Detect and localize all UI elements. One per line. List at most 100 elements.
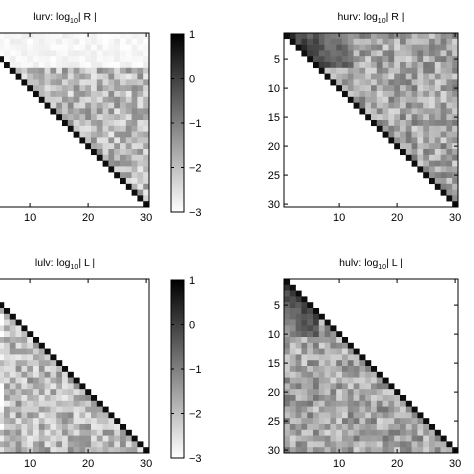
heatmap-cell [125, 166, 132, 173]
heatmap-cell [365, 441, 372, 448]
heatmap-cell [376, 429, 383, 436]
heatmap-cell [330, 337, 337, 344]
heatmap-cell [91, 125, 98, 132]
heatmap-cell [4, 366, 11, 373]
heatmap-cell [143, 67, 150, 74]
heatmap-cell [388, 429, 395, 436]
heatmap-cell [27, 441, 34, 448]
heatmap-cell [336, 418, 343, 425]
heatmap-cell [353, 44, 360, 51]
heatmap-cell [137, 33, 144, 40]
heatmap-cell [91, 395, 98, 402]
heatmap-cell [0, 348, 5, 355]
heatmap-cell [347, 38, 354, 45]
heatmap-cell [336, 331, 343, 338]
heatmap-cell [394, 79, 401, 86]
heatmap-cell [324, 331, 331, 338]
heatmap-cell [62, 73, 69, 80]
y-tick-label: 15 [268, 358, 280, 370]
heatmap-cell [376, 33, 383, 40]
heatmap-cell [423, 114, 430, 121]
heatmap-cell [382, 406, 389, 413]
heatmap-cell [440, 108, 447, 115]
heatmap-cell [284, 406, 291, 413]
heatmap-cell [38, 62, 45, 69]
heatmap-cell [33, 371, 40, 378]
heatmap-cell [376, 91, 383, 98]
heatmap-cell [347, 73, 354, 80]
heatmap-cell [417, 143, 424, 150]
heatmap-cell [85, 120, 92, 127]
heatmap-cell [44, 85, 51, 92]
heatmap-cell [4, 406, 11, 413]
heatmap-cell [79, 79, 86, 86]
heatmap-cell [353, 406, 360, 413]
heatmap-cell [324, 406, 331, 413]
panel-title-hulv: hulv: log10| L | [339, 257, 403, 271]
heatmap-cell [114, 79, 121, 86]
heatmap-cell [91, 412, 98, 419]
heatmap-cell [434, 50, 441, 57]
heatmap-cell [0, 366, 5, 373]
heatmap-cell [405, 96, 412, 103]
heatmap-cell [382, 435, 389, 442]
heatmap-cell [365, 424, 372, 431]
heatmap-cell [85, 441, 92, 448]
heatmap-cell [56, 377, 63, 384]
heatmap-cell [44, 400, 51, 407]
heatmap-cell [353, 377, 360, 384]
heatmap-cell [137, 143, 144, 150]
heatmap-cell [365, 406, 372, 413]
heatmap-cell [371, 56, 378, 63]
heatmap-cell [429, 56, 436, 63]
heatmap-cell [342, 371, 349, 378]
heatmap-cell [9, 348, 16, 355]
heatmap-cell [417, 108, 424, 115]
heatmap-cell [0, 44, 5, 51]
heatmap-cell [347, 33, 354, 40]
heatmap-cell [73, 114, 80, 121]
heatmap-cell [307, 435, 314, 442]
heatmap-cell [62, 120, 69, 127]
heatmap-cell [446, 120, 453, 127]
heatmap-cell [73, 383, 80, 390]
heatmap-cell [371, 67, 378, 74]
heatmap-cell [440, 154, 447, 161]
heatmap-cell [67, 38, 74, 45]
heatmap-cell [33, 395, 40, 402]
heatmap-cell [434, 441, 441, 448]
heatmap-cell [27, 366, 34, 373]
heatmap-cell [143, 73, 150, 80]
heatmap-cell [295, 313, 302, 320]
heatmap-cell [347, 424, 354, 431]
heatmap-cell [423, 447, 430, 454]
heatmap-cell [44, 366, 51, 373]
heatmap-cell [50, 406, 57, 413]
heatmap-cell [114, 166, 121, 173]
heatmap-cell [417, 33, 424, 40]
heatmap-cell [125, 44, 132, 51]
heatmap-cell [91, 62, 98, 69]
heatmap-cell [405, 149, 412, 156]
heatmap-cell [295, 447, 302, 454]
heatmap-cell [85, 143, 92, 150]
heatmap-cell [131, 131, 138, 138]
heatmap-cell [347, 342, 354, 349]
heatmap-cell [38, 73, 45, 80]
heatmap-cell [114, 160, 121, 167]
heatmap-cell [120, 125, 127, 132]
heatmap-cell [62, 62, 69, 69]
heatmap-cell [0, 389, 5, 396]
heatmap-cell [143, 149, 150, 156]
heatmap-cell [44, 50, 51, 57]
heatmap-cell [353, 102, 360, 109]
heatmap-cell [0, 447, 5, 454]
heatmap-cell [330, 33, 337, 40]
heatmap-cell [38, 342, 45, 349]
heatmap-cell [318, 435, 325, 442]
heatmap-cell [143, 154, 150, 161]
heatmap-cell [67, 114, 74, 121]
heatmap-cell [417, 154, 424, 161]
heatmap-cell [400, 435, 407, 442]
